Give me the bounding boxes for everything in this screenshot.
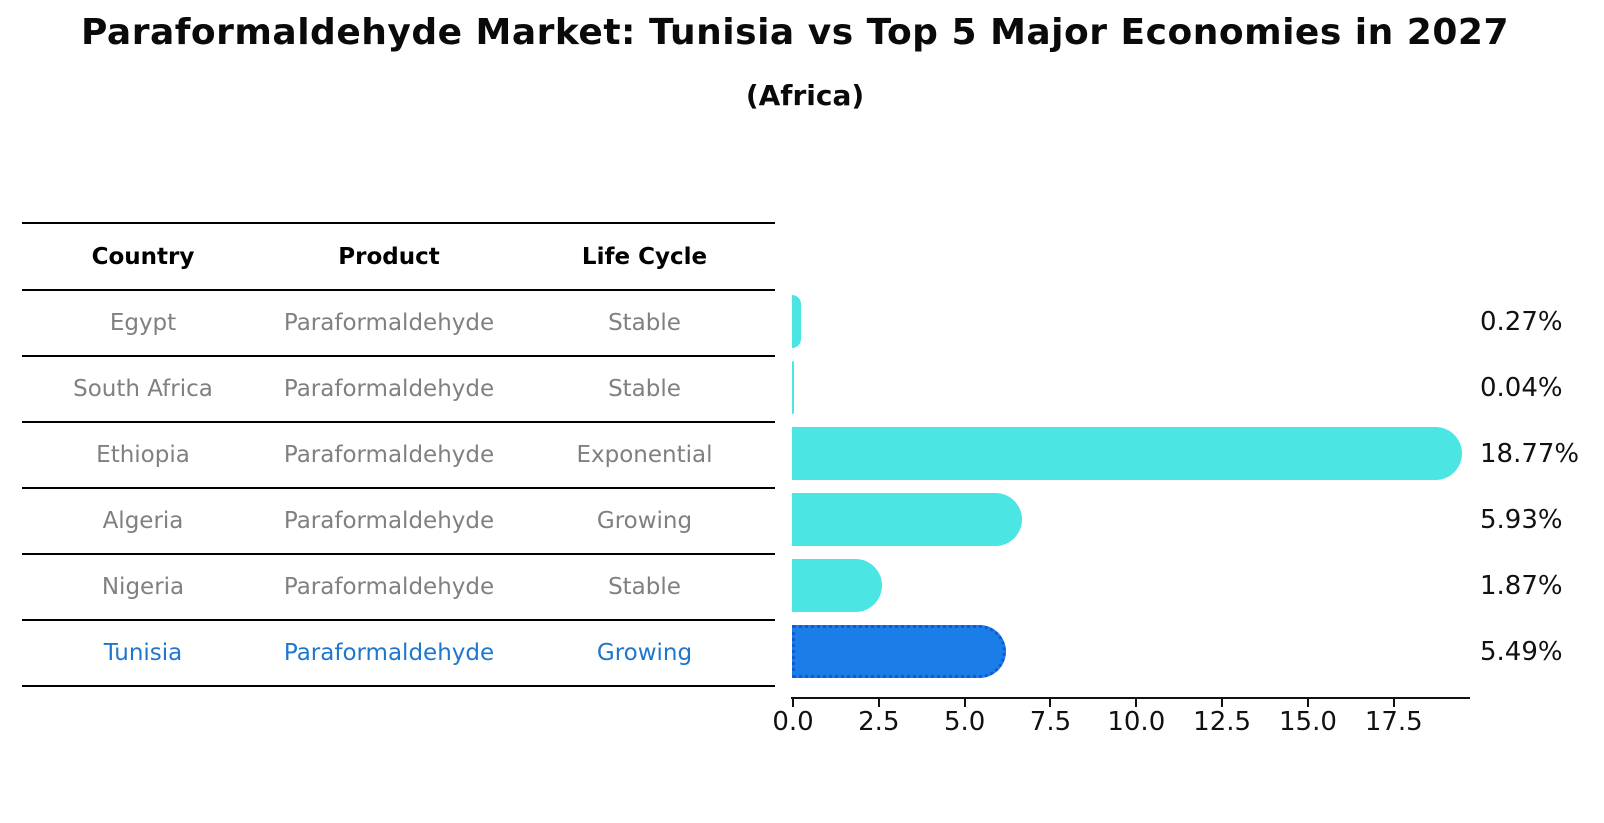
country-cell: Nigeria xyxy=(101,574,185,600)
x-axis-line xyxy=(791,697,1470,699)
country-table: Country Product Life Cycle Egypt Parafor… xyxy=(22,222,775,687)
page-subtitle: (Africa) xyxy=(745,79,865,112)
x-axis-tick-label: 17.5 xyxy=(1364,707,1423,737)
lifecycle-cell: Growing xyxy=(596,508,693,534)
country-cell: Ethiopia xyxy=(96,442,190,468)
country-cell: Egypt xyxy=(109,310,177,336)
x-axis-tick xyxy=(1135,699,1138,707)
table-row-tunisia: Tunisia Paraformaldehyde Growing xyxy=(22,621,775,687)
table-header-row: Country Product Life Cycle xyxy=(22,224,775,291)
value-label: 0.04% xyxy=(1480,373,1563,403)
value-label: 18.77% xyxy=(1480,439,1580,469)
lifecycle-cell: Exponential xyxy=(576,442,713,468)
product-cell: Paraformaldehyde xyxy=(283,640,495,666)
product-cell: Paraformaldehyde xyxy=(283,376,495,402)
x-axis-tick-label: 5.0 xyxy=(943,707,986,737)
lifecycle-cell: Stable xyxy=(608,574,681,600)
table-row: South Africa Paraformaldehyde Stable xyxy=(22,357,775,423)
lifecycle-cell: Stable xyxy=(608,376,681,402)
x-axis-tick xyxy=(877,699,880,707)
col-header-lifecycle: Life Cycle xyxy=(581,243,708,270)
x-axis-tick-label: 10.0 xyxy=(1107,707,1166,737)
x-axis-tick-label: 12.5 xyxy=(1193,707,1252,737)
x-axis-tick-label: 7.5 xyxy=(1029,707,1072,737)
x-axis-tick-label: 0.0 xyxy=(772,707,814,737)
product-cell: Paraformaldehyde xyxy=(283,508,495,534)
col-header-country: Country xyxy=(91,243,195,270)
x-axis-tick xyxy=(963,699,966,707)
bar-algeria xyxy=(792,493,1022,546)
col-header-product: Product xyxy=(338,243,440,270)
table-row: Algeria Paraformaldehyde Growing xyxy=(22,489,775,555)
lifecycle-cell: Growing xyxy=(596,640,693,666)
lifecycle-cell: Stable xyxy=(608,310,681,336)
x-axis-tick xyxy=(1306,699,1309,707)
bar-egypt xyxy=(792,295,802,348)
value-label: 0.27% xyxy=(1480,307,1563,337)
country-cell: Algeria xyxy=(102,508,184,534)
page-title: Paraformaldehyde Market: Tunisia vs Top … xyxy=(81,12,1509,53)
bar-south-africa xyxy=(792,361,794,414)
bar-nigeria xyxy=(792,559,883,612)
value-label: 5.49% xyxy=(1480,637,1563,667)
value-label: 1.87% xyxy=(1480,571,1563,601)
x-axis-tick xyxy=(1392,699,1395,707)
x-axis-tick xyxy=(792,699,794,707)
product-cell: Paraformaldehyde xyxy=(283,310,495,336)
product-cell: Paraformaldehyde xyxy=(283,442,495,468)
country-cell: Tunisia xyxy=(103,640,183,666)
value-label: 5.93% xyxy=(1480,505,1563,535)
bar-ethiopia xyxy=(792,427,1463,480)
country-cell: South Africa xyxy=(73,376,213,402)
x-axis-tick-label: 2.5 xyxy=(858,707,900,737)
x-axis-tick xyxy=(1221,699,1224,707)
product-cell: Paraformaldehyde xyxy=(283,574,495,600)
table-row: Nigeria Paraformaldehyde Stable xyxy=(22,555,775,621)
x-axis-tick xyxy=(1049,699,1052,707)
table-row: Ethiopia Paraformaldehyde Exponential xyxy=(22,423,775,489)
x-axis-tick-label: 15.0 xyxy=(1278,707,1337,737)
bar-tunisia xyxy=(792,625,1007,678)
table-row: Egypt Paraformaldehyde Stable xyxy=(22,291,775,357)
